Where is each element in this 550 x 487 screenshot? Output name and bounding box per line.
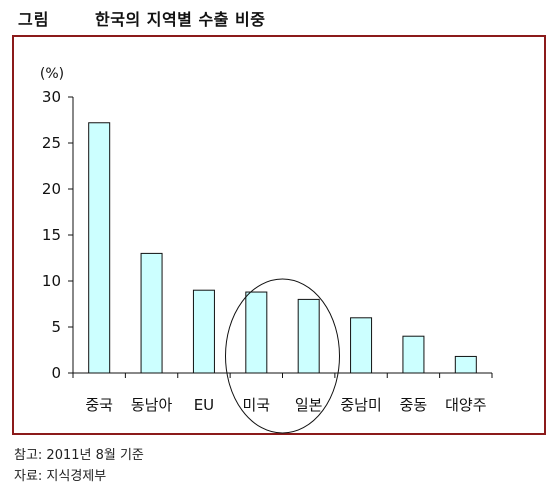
- bar-4: [297, 298, 320, 374]
- reference-note: 참고: 2011년 8월 기준: [14, 448, 144, 463]
- y-tick-label: 30: [42, 88, 61, 106]
- x-category-label: EU: [194, 396, 214, 414]
- bar-3: [245, 291, 268, 374]
- x-category-label: 동남아: [131, 396, 173, 414]
- bar-6: [402, 335, 425, 374]
- x-category-label: 미국: [243, 396, 271, 414]
- bar-2: [192, 289, 215, 374]
- y-tick-label: 5: [51, 318, 61, 336]
- bar-0: [88, 122, 111, 374]
- bar-5: [350, 317, 373, 374]
- x-category-label: 일본: [295, 396, 323, 414]
- x-category-label: 중남미: [340, 396, 381, 414]
- y-tick-label: 20: [42, 180, 61, 198]
- chart-frame: [12, 35, 546, 435]
- y-unit-label: (%): [40, 66, 64, 82]
- figure-title: 한국의 지역별 수출 비중: [95, 10, 266, 29]
- y-tick-label: 10: [42, 272, 61, 290]
- source-note: 자료: 지식경제부: [14, 469, 107, 484]
- y-tick-label: 15: [42, 226, 61, 244]
- y-tick-label: 0: [51, 364, 61, 382]
- x-category-label: 중국: [85, 396, 113, 414]
- highlight-ellipse: [225, 278, 340, 434]
- bar-7: [454, 355, 477, 374]
- x-category-label: 대양주: [445, 396, 486, 414]
- x-category-label: 중동: [400, 396, 428, 414]
- bar-1: [140, 252, 163, 374]
- figure-label: 그림: [18, 10, 50, 29]
- y-tick-label: 25: [42, 134, 61, 152]
